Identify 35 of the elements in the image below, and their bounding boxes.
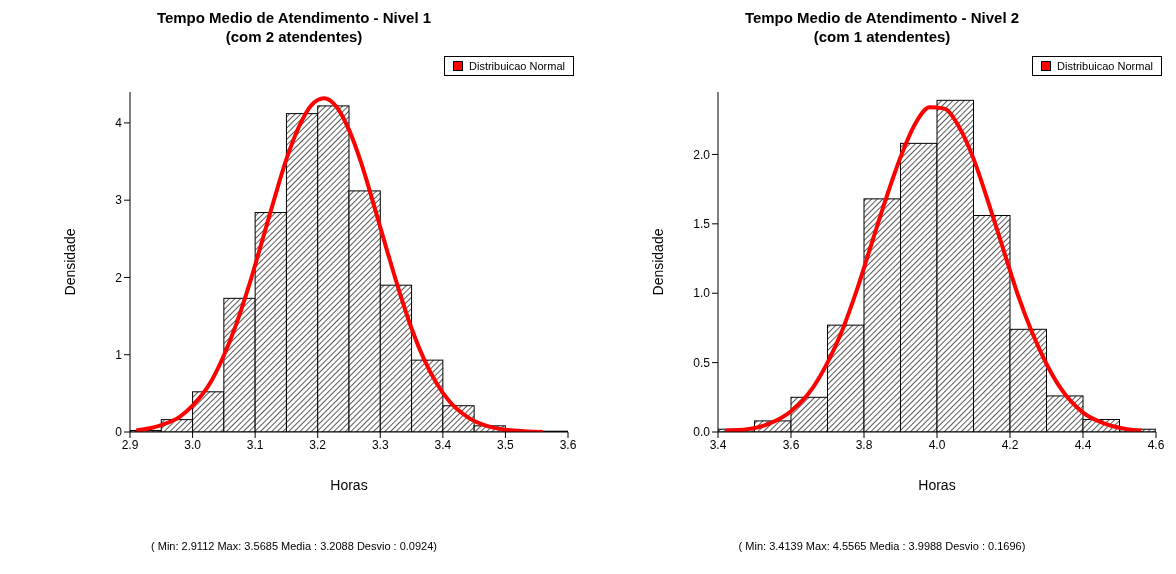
x-tick-label: 4.2 <box>1001 437 1019 452</box>
legend-label: Distribuicao Normal <box>469 60 565 72</box>
y-tick-label: 4 <box>115 116 123 131</box>
x-tick-label: 2.9 <box>121 437 139 452</box>
x-tick-label: 3.5 <box>497 437 515 452</box>
chart-title: Tempo Medio de Atendimento - Nivel 2 (com 1 atendentes) <box>743 8 1021 46</box>
y-tick-label: 2.0 <box>693 147 711 162</box>
y-tick-label: 3 <box>115 193 123 208</box>
x-tick-label: 3.4 <box>709 437 727 452</box>
x-tick-label: 3.1 <box>246 437 264 452</box>
legend-label: Distribuicao Normal <box>1057 60 1153 72</box>
y-tick-label: 0.0 <box>693 425 711 440</box>
chart-title: Tempo Medio de Atendimento - Nivel 1 (com 2 atendentes) <box>155 8 433 46</box>
x-tick-label: 4.6 <box>1147 437 1165 452</box>
y-tick-label: 0 <box>115 425 123 440</box>
y-tick-label: 1.0 <box>693 286 711 301</box>
y-axis-title: Densidade <box>61 228 78 296</box>
y-tick-label: 1.5 <box>693 217 711 232</box>
x-tick-label: 3.0 <box>184 437 202 452</box>
x-tick-label: 3.6 <box>559 437 577 452</box>
x-tick-label: 3.2 <box>309 437 327 452</box>
y-tick-label: 0.5 <box>693 355 711 370</box>
text: ( Min: 3.4139 Max: 4.5565 Media : 3.9988 Desvio : 0.1696) <box>737 540 1027 552</box>
x-tick-label: 3.4 <box>434 437 452 452</box>
x-tick-label: 4.0 <box>928 437 946 452</box>
y-tick-label: 2 <box>115 270 123 285</box>
y-tick-label: 1 <box>115 347 123 362</box>
x-tick-label: 3.3 <box>371 437 389 452</box>
y-axis-title: Densidade <box>649 228 666 296</box>
x-tick-label: 4.4 <box>1074 437 1092 452</box>
x-tick-label: 3.6 <box>782 437 800 452</box>
x-axis-title: Horas <box>918 477 956 493</box>
x-tick-label: 3.8 <box>855 437 873 452</box>
text: ( Min: 2.9112 Max: 3.5685 Media : 3.2088 Desvio : 0.0924) <box>150 540 438 552</box>
x-axis-title: Horas <box>330 477 368 493</box>
